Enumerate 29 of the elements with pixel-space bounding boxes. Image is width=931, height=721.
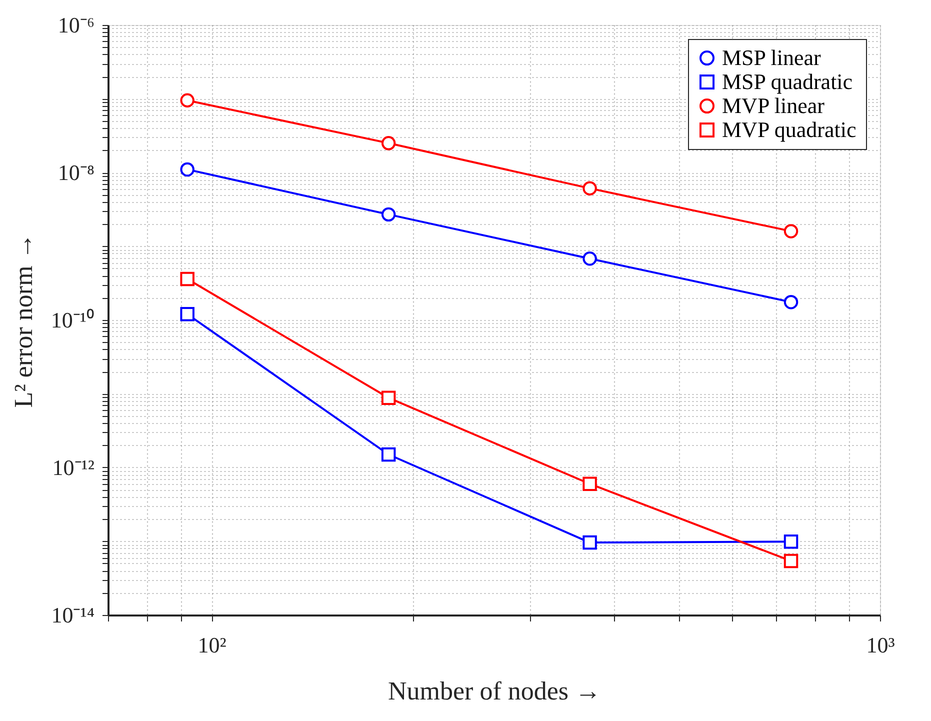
point: [180, 307, 194, 322]
point: [582, 251, 597, 266]
y-tick-label: 10⁻¹⁴: [51, 602, 95, 628]
point: [582, 476, 597, 491]
point: [381, 207, 396, 222]
point: [180, 93, 194, 108]
legend-label: MVP linear: [722, 93, 826, 118]
x-tick-label: 10²: [198, 632, 227, 658]
point: [381, 447, 396, 462]
legend-label: MSP quadratic: [722, 69, 853, 94]
legend-label: MSP linear: [722, 45, 822, 70]
point: [582, 181, 597, 196]
y-tick-label: 10⁻⁶: [58, 12, 94, 38]
point: [381, 136, 396, 150]
y-axis-title: L² error norm →: [8, 233, 38, 408]
point: [784, 294, 798, 310]
point: [180, 162, 194, 177]
legend-label: MVP quadratic: [722, 117, 856, 142]
y-tick-label: 10⁻⁸: [58, 160, 94, 185]
point: [784, 534, 798, 549]
point: [784, 554, 798, 568]
y-tick-label: 10⁻¹⁰: [50, 308, 94, 332]
point: [180, 272, 194, 286]
x-tick-label: 10³: [866, 632, 896, 658]
x-axis-title: Number of nodes →: [388, 676, 602, 706]
point: [784, 224, 798, 238]
point: [381, 390, 396, 405]
y-tick-label: 10⁻¹²: [52, 455, 95, 480]
point: [582, 535, 597, 550]
